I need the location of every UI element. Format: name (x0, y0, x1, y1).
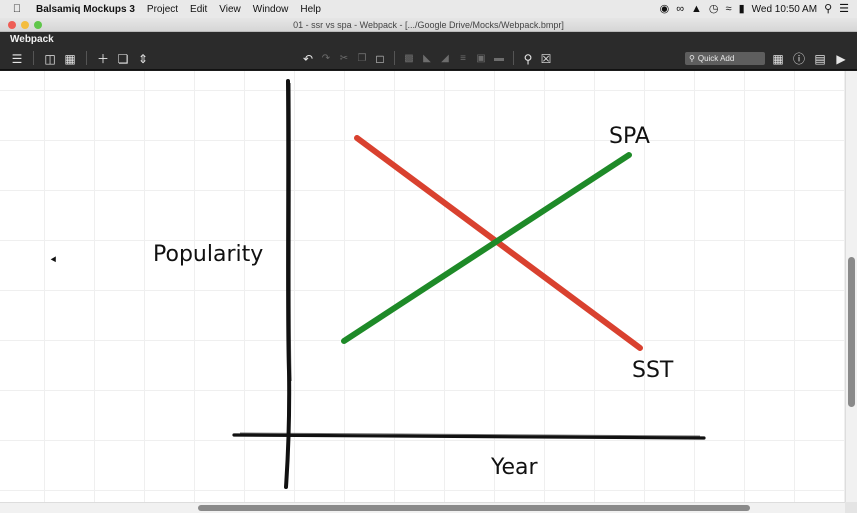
spa-line (341, 152, 632, 344)
menu-edit[interactable]: Edit (190, 3, 208, 15)
sst-label: SST (632, 358, 674, 383)
spa-label: SPA (609, 124, 650, 149)
undo-icon[interactable]: ↶ (302, 51, 314, 66)
mockup-canvas[interactable]: Popularity Year SPA SST (0, 71, 845, 502)
menu-project[interactable]: Project (146, 3, 179, 15)
status-area: ◉ ∞ ▲ ◷ ≈ ▮ Wed 10:50 AM ⚲ ☰ (659, 2, 857, 15)
y-axis-line-shadow (289, 82, 292, 382)
redo-icon[interactable]: ↷ (321, 52, 331, 64)
apple-icon[interactable]:  (0, 3, 34, 15)
battery-icon[interactable]: ▮ (738, 2, 745, 15)
quick-add-input[interactable]: ⚲ Quick Add (685, 52, 765, 65)
scrollbar-corner (845, 502, 857, 513)
info-icon[interactable]: ⓘ (792, 51, 805, 66)
toolbar-divider (394, 50, 395, 65)
presentation-icon[interactable]: ▶ (836, 51, 846, 66)
delete-icon[interactable]: ▬ (494, 52, 504, 64)
grid-view-icon[interactable]: ▦ (64, 51, 76, 66)
notes-icon[interactable]: ▤ (814, 51, 826, 66)
menu-window[interactable]: Window (252, 3, 289, 15)
search-icon: ⚲ (689, 54, 695, 63)
notification-center-icon[interactable]: ☰ (839, 2, 849, 15)
menu-app-name[interactable]: Balsamiq Mockups 3 (36, 3, 135, 15)
toolbar: ☰ ◫ ▦ ＋ ❏ ⇕ ↶ ↷ ✂ ❐ □ ▩ ◣ ◢ ≡ ▣ ▬ ⚲ ☒ (0, 48, 857, 70)
duplicate-icon[interactable]: ❏ (117, 51, 129, 66)
cut-icon[interactable]: ✂ (339, 52, 349, 64)
toolbar-divider (33, 50, 34, 65)
bring-front-icon[interactable]: ◣ (423, 52, 431, 64)
project-name: Webpack (0, 32, 857, 48)
lock-icon[interactable]: ▣ (476, 52, 486, 64)
x-axis-line-shadow (239, 432, 701, 437)
menu-bar:  Balsamiq Mockups 3 Project Edit View W… (0, 0, 857, 18)
copy-icon[interactable]: ❐ (357, 52, 367, 64)
add-mockup-icon[interactable]: ＋ (96, 51, 109, 66)
clock[interactable]: Wed 10:50 AM (751, 3, 818, 15)
stop-recording-icon[interactable]: ◉ (659, 2, 670, 15)
toolbar-edit-group: ↶ ↷ ✂ ❐ □ ▩ ◣ ◢ ≡ ▣ ▬ ⚲ ☒ (300, 50, 554, 67)
group-icon[interactable]: ▩ (404, 52, 414, 64)
close-window-button[interactable] (8, 20, 16, 29)
minimize-window-button[interactable] (21, 20, 29, 29)
glasses-icon[interactable]: ∞ (676, 2, 685, 15)
y-axis-line (284, 79, 292, 489)
find-icon[interactable]: ⚲ (523, 51, 533, 66)
quick-add-placeholder: Quick Add (697, 54, 735, 63)
toolbar-right-group: ⚲ Quick Add ▦ ⓘ ▤ ▶ (685, 51, 849, 67)
drive-icon[interactable]: ▲ (691, 2, 702, 15)
ui-library-icon[interactable]: ▦ (772, 51, 784, 66)
zoom-window-button[interactable] (34, 20, 42, 29)
send-back-icon[interactable]: ◢ (441, 52, 449, 64)
hamburger-menu-icon[interactable]: ☰ (11, 51, 23, 66)
time-machine-icon[interactable]: ◷ (708, 2, 719, 15)
sketch-drawing: Popularity Year SPA SST (153, 79, 706, 489)
menu-help[interactable]: Help (300, 3, 321, 15)
window-controls (0, 20, 60, 29)
popularity-label: Popularity (153, 242, 263, 267)
window-title: 01 - ssr vs spa - Webpack - [.../Google … (293, 19, 564, 30)
menu-view[interactable]: View (219, 3, 241, 15)
vertical-scrollbar-thumb[interactable] (848, 257, 855, 407)
wifi-icon[interactable]: ≈ (725, 2, 732, 15)
paste-icon[interactable]: □ (376, 51, 384, 66)
clear-icon[interactable]: ☒ (540, 51, 552, 66)
horizontal-scrollbar[interactable] (0, 502, 845, 513)
vertical-scrollbar[interactable] (845, 71, 857, 502)
single-view-icon[interactable]: ◫ (44, 51, 56, 66)
spotlight-icon[interactable]: ⚲ (824, 2, 833, 15)
x-axis-line (232, 433, 706, 440)
toolbar-divider (513, 50, 514, 65)
align-icon[interactable]: ≡ (460, 52, 466, 64)
horizontal-scrollbar-thumb[interactable] (198, 505, 750, 511)
toolbar-left-group: ☰ ◫ ▦ ＋ ❏ ⇕ (9, 50, 151, 67)
window-title-bar: 01 - ssr vs spa - Webpack - [.../Google … (0, 18, 857, 32)
year-label: Year (490, 455, 539, 480)
toolbar-divider (86, 50, 87, 65)
reorder-icon[interactable]: ⇕ (137, 51, 149, 66)
